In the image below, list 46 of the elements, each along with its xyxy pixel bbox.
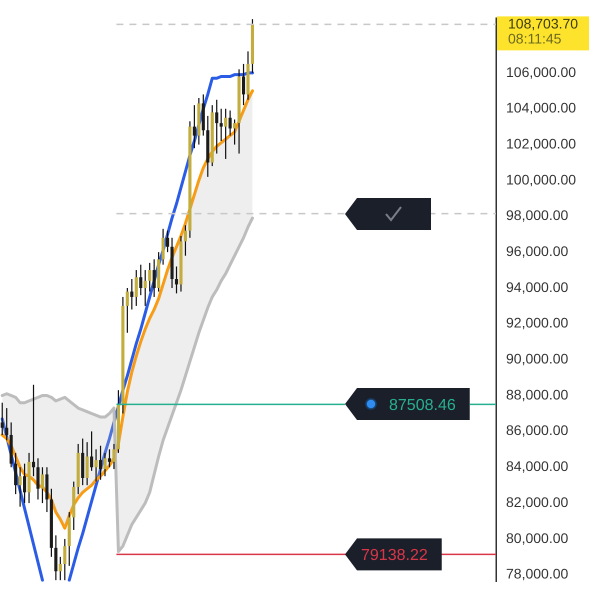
candlestick [192,104,196,149]
candlestick [228,110,232,136]
candlestick [40,466,44,504]
y-tick-label: 102,000.00 [506,135,576,152]
y-tick-label: 106,000.00 [506,64,576,80]
candlestick [108,448,112,468]
candlestick [23,463,26,504]
candlestick [174,266,178,294]
y-tick-label: 98,000.00 [506,207,568,224]
y-tick-label: 88,000.00 [506,386,568,402]
candlestick [112,443,116,470]
candlestick [220,108,223,142]
y-tick-label: 84,000.00 [506,458,568,474]
candlestick [98,445,102,480]
candlestick [14,452,18,495]
candlestick [166,230,170,253]
y-tick-label: 104,000.00 [506,100,576,116]
y-tick-label: 96,000.00 [506,243,568,259]
candlestick [242,63,246,106]
candlestick [0,402,4,436]
candlestick [162,228,165,266]
ref-line-label: 87508.46 [389,396,456,414]
ref-line-label: 108,703.70 [508,15,578,32]
y-tick-label: 78,000.00 [506,566,568,582]
y-tick-label: 100,000.00 [506,171,576,188]
candlestick [36,458,40,500]
candlestick [63,538,66,581]
candlestick [215,99,218,154]
y-tick-label: 90,000.00 [506,350,568,367]
candlestick [152,258,156,298]
ref-line-label: 79138.22 [361,546,428,564]
candlestick [184,224,188,256]
y-tick-label: 94,000.00 [506,278,568,295]
text: 08:11:45 [508,30,562,46]
y-tick-label: 86,000.00 [506,422,568,438]
y-tick-label: 82,000.00 [506,494,568,510]
candlestick [103,452,107,477]
candlestick [32,384,36,477]
candlestick [5,407,8,441]
candlestick [130,278,134,310]
candlestick [90,430,94,472]
candlestick [148,262,152,292]
candlestick [139,264,142,296]
candlestick [54,534,58,581]
y-tick-label: 80,000.00 [506,530,568,546]
y-tick-label: 92,000.00 [506,314,568,331]
